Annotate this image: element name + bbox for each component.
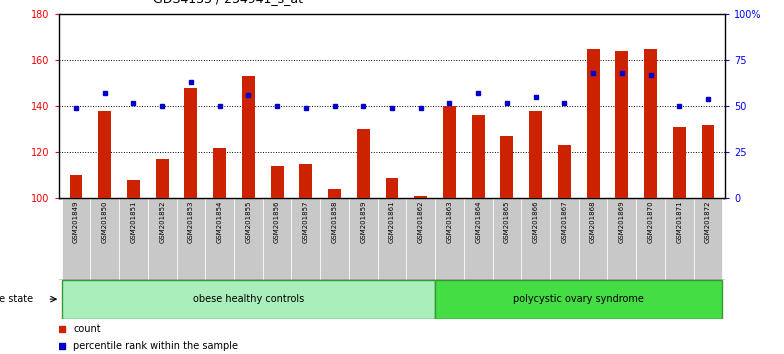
Bar [148, 198, 176, 280]
Bar [156, 159, 169, 198]
Bar [694, 198, 722, 280]
Text: count: count [74, 324, 101, 333]
Text: GSM201868: GSM201868 [590, 201, 596, 243]
Text: percentile rank within the sample: percentile rank within the sample [74, 341, 238, 351]
Bar [492, 198, 521, 280]
Bar [472, 115, 485, 198]
Text: GSM201853: GSM201853 [188, 201, 194, 243]
Bar [320, 198, 349, 280]
Text: polycystic ovary syndrome: polycystic ovary syndrome [514, 294, 644, 304]
Bar [349, 198, 378, 280]
Bar [98, 111, 111, 198]
Bar [70, 175, 82, 198]
Bar [328, 189, 341, 198]
Text: GSM201857: GSM201857 [303, 201, 309, 243]
Bar [386, 178, 398, 198]
Bar [500, 136, 514, 198]
Bar [636, 198, 665, 280]
Bar [205, 198, 234, 280]
Bar [644, 49, 657, 198]
Bar [184, 88, 198, 198]
Text: GSM201867: GSM201867 [561, 201, 568, 243]
Bar [213, 148, 226, 198]
Bar [586, 49, 600, 198]
Text: GSM201856: GSM201856 [274, 201, 280, 243]
Text: disease state: disease state [0, 294, 33, 304]
Bar [414, 196, 427, 198]
Text: GSM201871: GSM201871 [677, 201, 682, 243]
Bar [608, 198, 636, 280]
Text: GSM201851: GSM201851 [130, 201, 136, 243]
Bar [263, 198, 292, 280]
Text: GSM201861: GSM201861 [389, 201, 395, 243]
Text: GDS4133 / 234941_s_at: GDS4133 / 234941_s_at [153, 0, 303, 5]
Bar [443, 106, 456, 198]
Bar [673, 127, 686, 198]
Text: GSM201866: GSM201866 [532, 201, 539, 243]
Bar [435, 280, 722, 319]
Text: GSM201858: GSM201858 [332, 201, 338, 243]
Bar [292, 198, 320, 280]
Bar [176, 198, 205, 280]
Bar [90, 198, 119, 280]
Bar [464, 198, 492, 280]
Bar [127, 180, 140, 198]
Bar [242, 76, 255, 198]
Bar [119, 198, 148, 280]
Bar [62, 280, 435, 319]
Text: GSM201863: GSM201863 [446, 201, 452, 243]
Bar [378, 198, 406, 280]
Bar [558, 145, 571, 198]
Bar [234, 198, 263, 280]
Text: GSM201865: GSM201865 [504, 201, 510, 243]
Bar [435, 198, 464, 280]
Bar [62, 198, 90, 280]
Text: GSM201869: GSM201869 [619, 201, 625, 243]
Text: GSM201862: GSM201862 [418, 201, 423, 243]
Bar [579, 198, 608, 280]
Bar [529, 111, 542, 198]
Text: GSM201855: GSM201855 [245, 201, 252, 243]
Text: obese healthy controls: obese healthy controls [193, 294, 304, 304]
Bar [615, 51, 628, 198]
Bar [550, 198, 579, 280]
Bar [357, 129, 370, 198]
Text: GSM201859: GSM201859 [361, 201, 366, 243]
Bar [521, 198, 550, 280]
Text: GSM201864: GSM201864 [475, 201, 481, 243]
Text: GSM201852: GSM201852 [159, 201, 165, 243]
Bar [406, 198, 435, 280]
Text: GSM201850: GSM201850 [102, 201, 107, 243]
Bar [702, 125, 714, 198]
Bar [665, 198, 694, 280]
Text: GSM201854: GSM201854 [216, 201, 223, 243]
Text: GSM201872: GSM201872 [705, 201, 711, 243]
Bar [270, 166, 284, 198]
Text: GSM201870: GSM201870 [648, 201, 654, 243]
Bar [299, 164, 312, 198]
Text: GSM201849: GSM201849 [73, 201, 79, 243]
